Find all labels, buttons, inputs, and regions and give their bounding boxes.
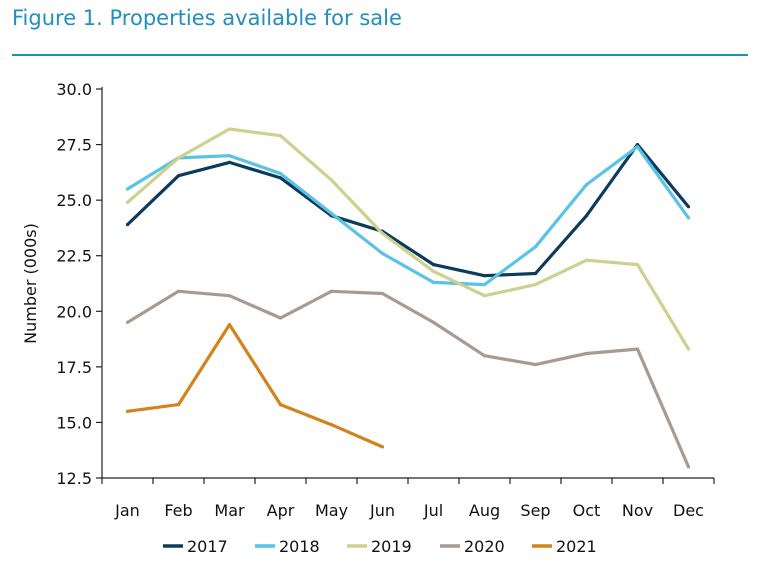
data-point-2018 <box>686 216 691 220</box>
x-tick-label: Sep <box>520 501 550 520</box>
series-line-2020 <box>126 289 690 468</box>
y-tick-label: 15.0 <box>56 413 92 432</box>
data-point-2019 <box>176 156 181 160</box>
series-line-2021 <box>127 323 384 449</box>
data-point-2018 <box>329 211 334 216</box>
y-tick-label: 17.5 <box>56 358 92 377</box>
x-tick-label: Mar <box>214 501 245 520</box>
y-tick-label: 30.0 <box>56 80 92 99</box>
series-line-2018 <box>126 145 690 287</box>
data-point-2018 <box>533 245 538 249</box>
data-point-2019 <box>125 200 130 204</box>
data-point-2021 <box>176 403 181 407</box>
data-point-2019 <box>686 347 691 351</box>
x-tick-label: Nov <box>622 501 653 520</box>
data-point-2018 <box>584 182 589 187</box>
series-line-2019 <box>126 127 690 350</box>
data-point-2018 <box>227 154 232 158</box>
data-point-2019 <box>431 269 436 273</box>
data-point-2019 <box>482 294 487 298</box>
x-tick-label: Apr <box>267 501 295 520</box>
data-point-2017 <box>635 142 640 147</box>
data-point-2020 <box>278 316 283 320</box>
data-point-2021 <box>278 403 283 407</box>
legend-label-2021: 2021 <box>556 537 597 556</box>
data-point-2020 <box>227 294 232 298</box>
data-point-2017 <box>278 176 283 180</box>
data-point-2020 <box>635 347 640 351</box>
y-tick-label: 22.5 <box>56 247 92 266</box>
legend: 2017 2018 2019 2020 2021 <box>163 537 597 556</box>
legend-label-2018: 2018 <box>279 537 320 556</box>
data-point-2021 <box>227 323 232 327</box>
title-rule <box>12 54 748 56</box>
data-point-2020 <box>431 320 436 324</box>
data-point-2017 <box>176 174 181 178</box>
y-tick-label: 27.5 <box>56 136 92 155</box>
data-point-2019 <box>227 127 232 131</box>
data-point-2017 <box>482 274 487 278</box>
data-point-2020 <box>686 465 691 469</box>
x-tick-label: Aug <box>469 501 500 520</box>
x-tick-label: Jul <box>423 501 443 520</box>
x-tick-label: Dec <box>673 501 704 520</box>
data-point-2018 <box>380 251 385 256</box>
data-point-2021 <box>329 423 334 427</box>
data-point-2019 <box>635 263 640 267</box>
data-point-2019 <box>329 178 334 182</box>
data-point-2017 <box>686 205 691 209</box>
x-tick-label: Feb <box>164 501 192 520</box>
legend-label-2019: 2019 <box>371 537 412 556</box>
data-point-2019 <box>584 258 589 262</box>
data-point-2021 <box>125 409 130 413</box>
data-point-2017 <box>227 160 232 164</box>
data-point-2020 <box>329 289 334 293</box>
legend-label-2017: 2017 <box>187 537 228 556</box>
data-point-2020 <box>125 320 130 324</box>
x-tick-label: Jun <box>369 501 395 520</box>
data-point-2018 <box>125 187 130 191</box>
legend-label-2020: 2020 <box>464 537 505 556</box>
series-line-2017 <box>126 143 690 278</box>
data-point-2017 <box>533 271 538 276</box>
data-point-2020 <box>482 354 487 358</box>
x-tick-label: Jan <box>114 501 140 520</box>
data-point-2018 <box>431 280 436 284</box>
data-point-2018 <box>482 283 487 287</box>
data-point-2019 <box>278 134 283 138</box>
y-tick-label: 12.5 <box>56 469 92 488</box>
figure-title: Figure 1. Properties available for sale <box>12 6 402 30</box>
y-axis-label: Number (000s) <box>21 223 40 344</box>
axes: 12.5 15.0 17.5 20.0 22.5 25.0 27.5 30.0 Jan Feb Ma… <box>21 80 715 520</box>
data-point-2019 <box>533 283 538 287</box>
data-point-2020 <box>176 289 181 293</box>
data-point-2018 <box>278 171 283 176</box>
data-point-2020 <box>380 291 385 296</box>
y-tick-label: 20.0 <box>56 302 92 321</box>
x-tick-label: Oct <box>573 501 601 520</box>
data-point-2021 <box>380 445 385 449</box>
data-point-2020 <box>533 363 538 367</box>
data-point-2019 <box>380 231 385 236</box>
data-point-2020 <box>584 351 589 356</box>
data-point-2017 <box>431 263 436 267</box>
series-lines <box>125 127 691 469</box>
y-tick-label: 25.0 <box>56 191 92 210</box>
x-tick-label: May <box>315 501 348 520</box>
data-point-2018 <box>635 145 640 149</box>
data-point-2017 <box>125 222 130 227</box>
data-point-2017 <box>584 214 589 218</box>
